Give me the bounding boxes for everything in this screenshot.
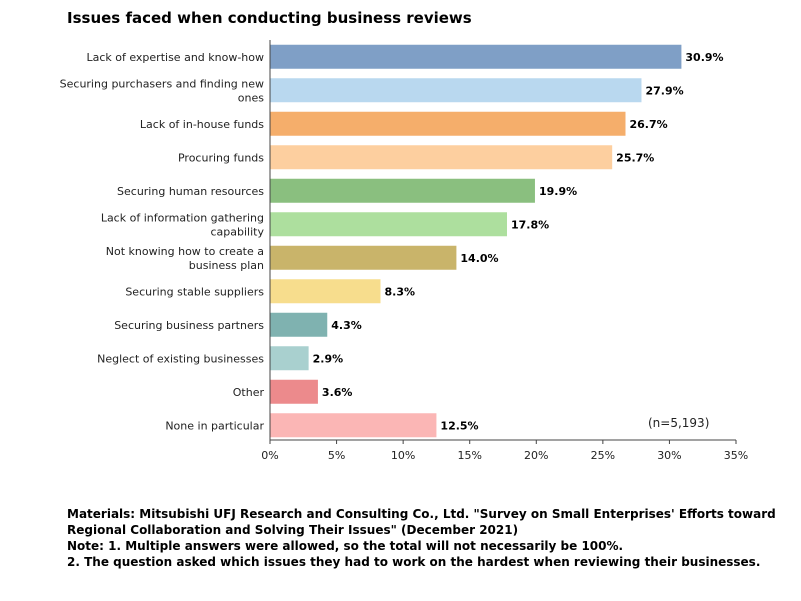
- x-tick-label: 35%: [724, 449, 748, 462]
- category-label: None in particular: [165, 419, 264, 432]
- bar-value-label: 8.3%: [385, 285, 416, 298]
- bar: [270, 312, 328, 337]
- category-label: Securing business partners: [114, 319, 264, 332]
- bar: [270, 379, 318, 404]
- x-tick-label: 20%: [524, 449, 548, 462]
- category-label: Lack of expertise and know-how: [86, 51, 264, 64]
- chart-title: Issues faced when conducting business re…: [67, 9, 472, 27]
- sample-size-annotation: (n=5,193): [648, 416, 709, 430]
- category-label: Securing purchasers and finding new ones: [60, 77, 265, 104]
- category-label: Securing human resources: [117, 185, 264, 198]
- note-line: Note: 1. Multiple answers were allowed, …: [67, 539, 624, 553]
- bar-value-label: 4.3%: [331, 319, 362, 332]
- bar-value-label: 2.9%: [313, 352, 344, 365]
- bar-value-label: 19.9%: [539, 185, 577, 198]
- bar-value-label: 27.9%: [645, 84, 683, 97]
- source-line: Regional Collaboration and Solving Their…: [67, 523, 519, 537]
- bar: [270, 178, 535, 203]
- category-label: Securing stable suppliers: [125, 285, 264, 298]
- category-label: Neglect of existing businesses: [97, 352, 264, 365]
- x-tick-label: 25%: [591, 449, 615, 462]
- x-axis: 0% 5% 10% 15% 20% 25% 30% 35%: [261, 40, 748, 462]
- bar-value-label: 25.7%: [616, 151, 654, 164]
- bar-value-label: 17.8%: [511, 218, 549, 231]
- category-label: Other: [233, 386, 265, 399]
- bar: [270, 279, 381, 304]
- source-line: Materials: Mitsubishi UFJ Research and C…: [67, 507, 776, 521]
- x-tick-label: 5%: [328, 449, 345, 462]
- category-label: Not knowing how to create a business plan: [106, 245, 264, 272]
- category-label: Procuring funds: [178, 151, 264, 164]
- category-label: Lack of information gathering capability: [101, 211, 265, 238]
- x-tick-label: 0%: [261, 449, 278, 462]
- source-notes: Materials: Mitsubishi UFJ Research and C…: [67, 506, 776, 570]
- bar: [270, 78, 642, 103]
- bar: [270, 145, 613, 170]
- bar: [270, 44, 682, 69]
- x-tick-label: 15%: [457, 449, 481, 462]
- note-line: 2. The question asked which issues they …: [67, 555, 761, 569]
- bar: [270, 111, 626, 136]
- bars-layer: 30.9% Lack of expertise and know-how 27.9%…: [60, 44, 724, 438]
- bar-value-label: 3.6%: [322, 386, 353, 399]
- category-label: Lack of in-house funds: [140, 118, 264, 131]
- bar: [270, 212, 507, 237]
- x-tick-label: 30%: [657, 449, 681, 462]
- bar-value-label: 12.5%: [440, 419, 478, 432]
- bar-value-label: 14.0%: [460, 252, 498, 265]
- bar-value-label: 26.7%: [629, 118, 667, 131]
- bar: [270, 413, 437, 438]
- bar-value-label: 30.9%: [685, 51, 723, 64]
- bar: [270, 245, 457, 270]
- x-tick-label: 10%: [391, 449, 415, 462]
- bar: [270, 346, 309, 371]
